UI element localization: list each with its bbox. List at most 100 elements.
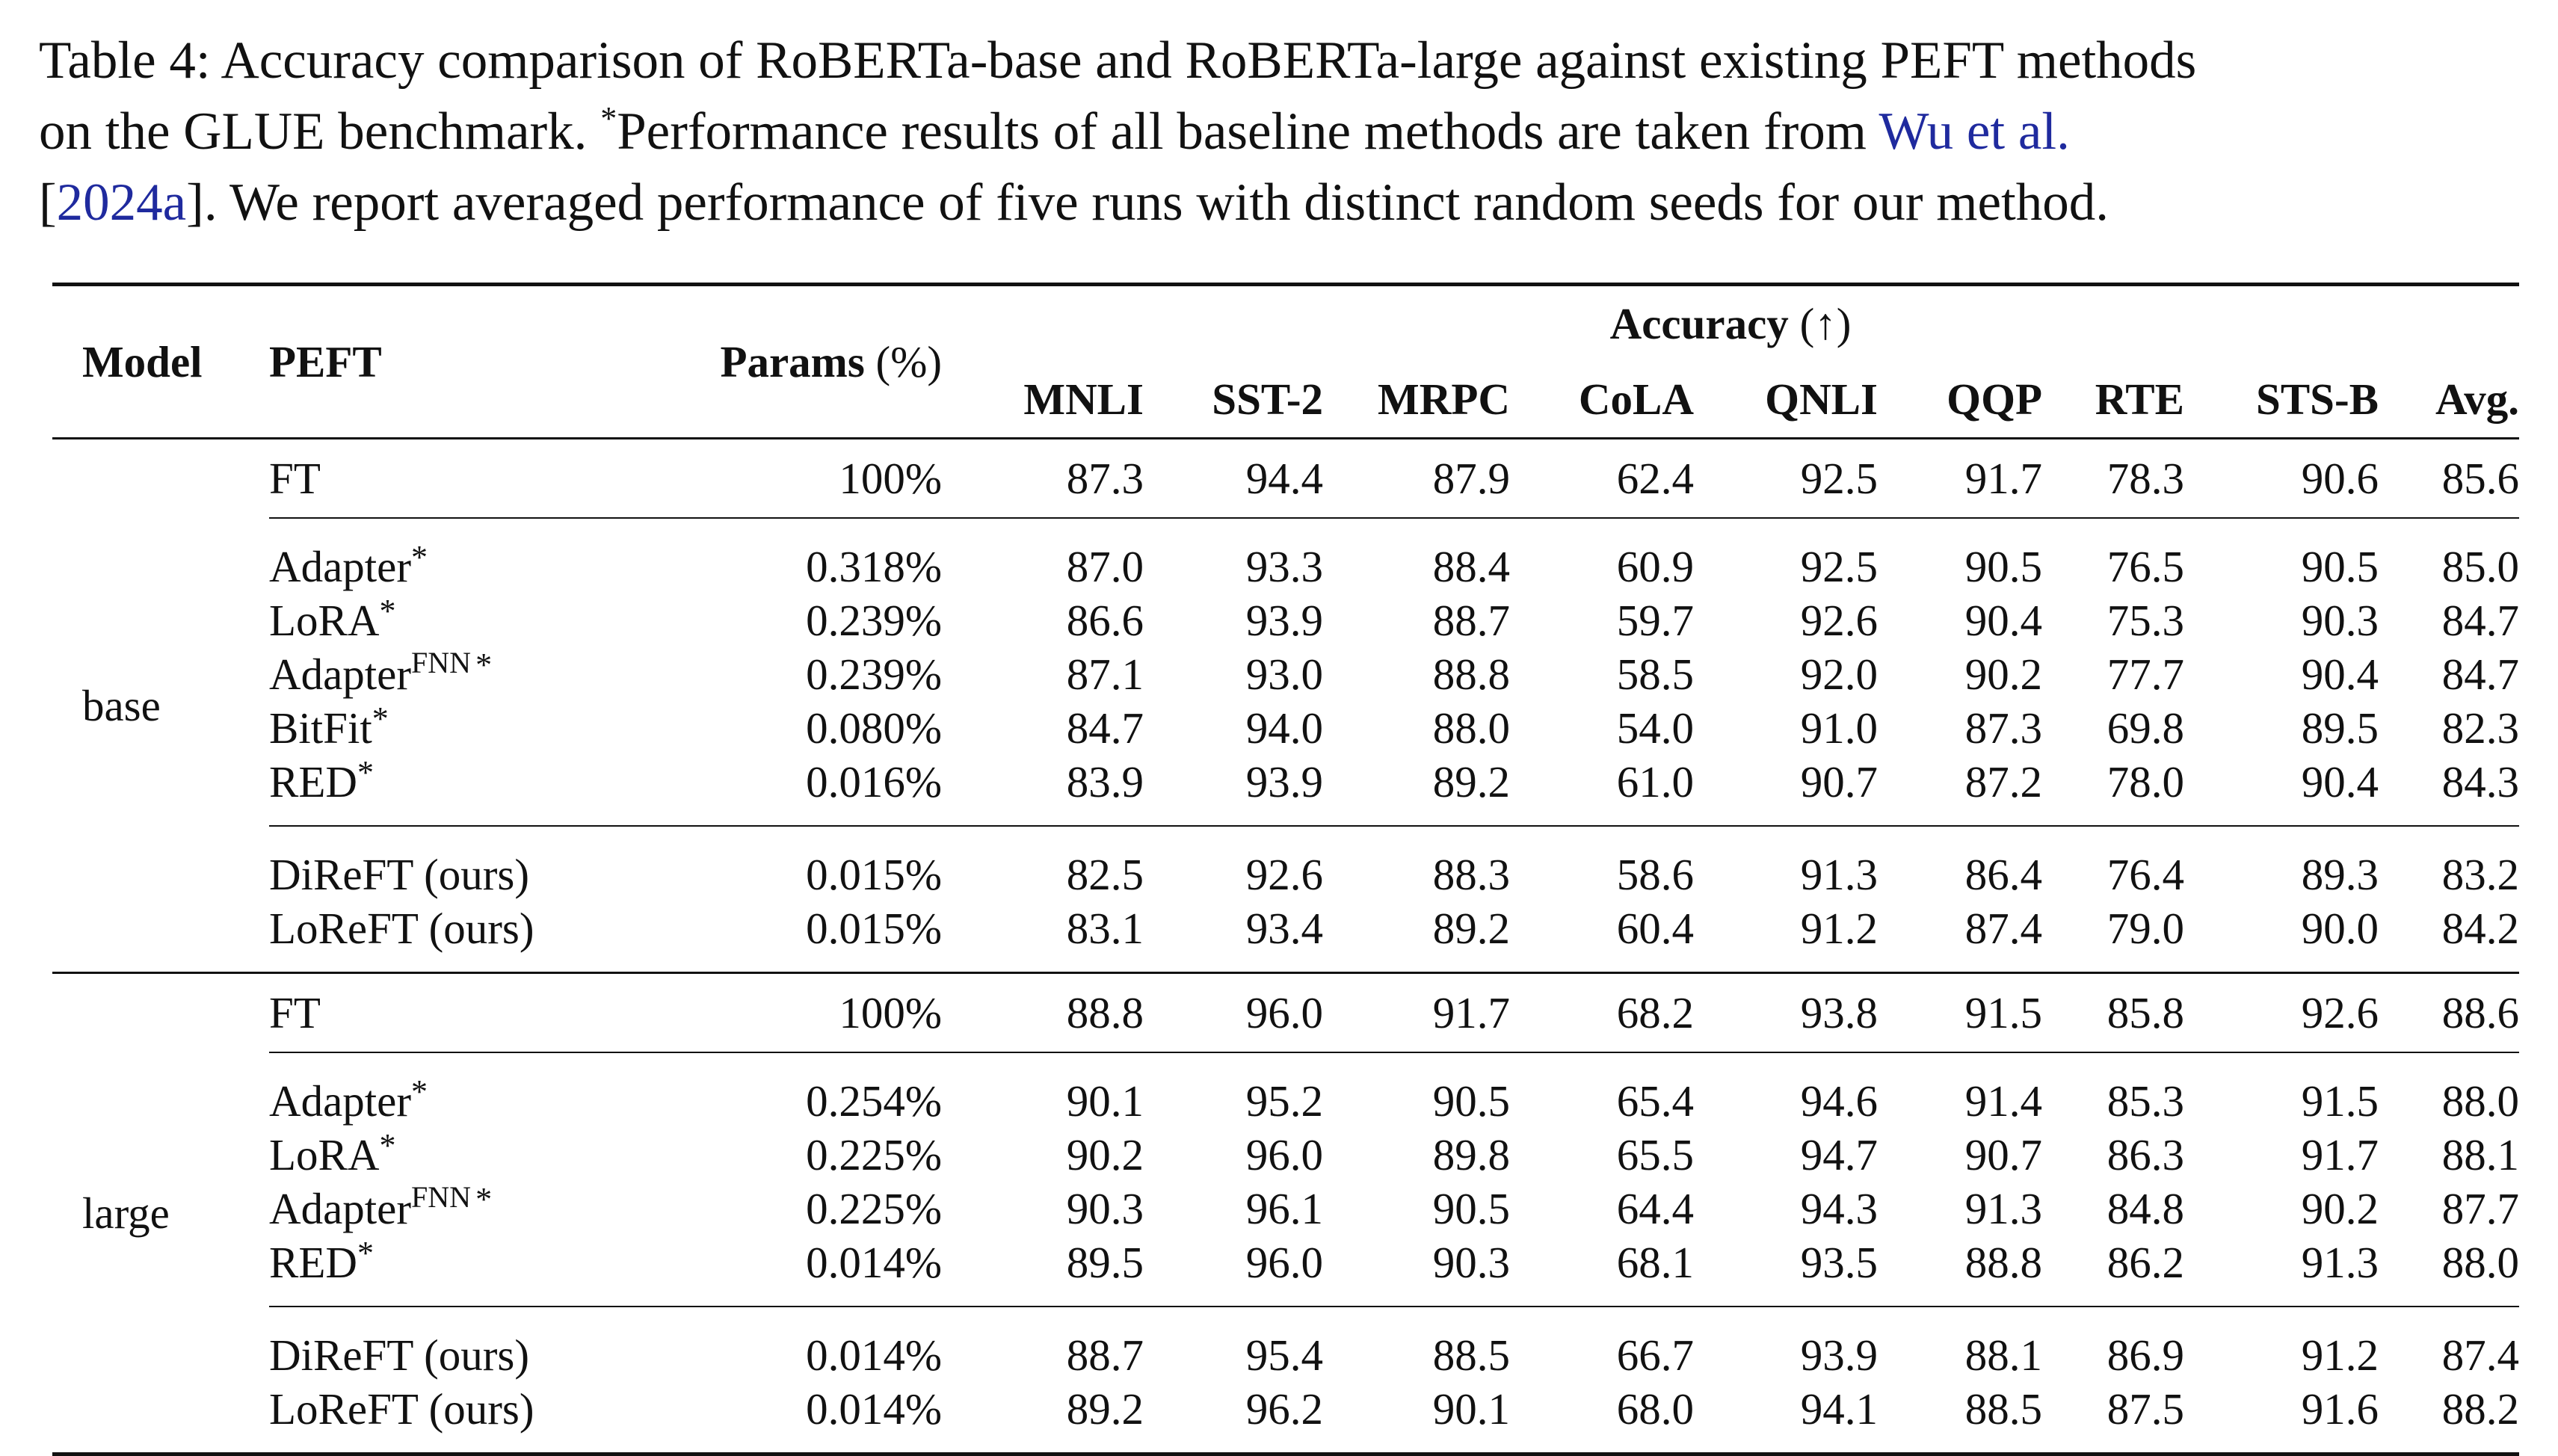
score-cell: 88.0 [2379,1052,2519,1128]
score-cell: 90.5 [1323,1052,1510,1128]
score-cell: 93.5 [1800,1238,1878,1287]
score-cell: 84.7 [1066,703,1144,753]
score-cell: 89.3 [2184,825,2379,901]
score-cell: 88.0 [2441,1238,2519,1287]
score-cell: 88.0 [1432,703,1510,753]
score-cell: 76.5 [2042,517,2184,593]
score-cell: 85.6 [2379,437,2519,518]
score-cell: 66.7 [1510,1306,1694,1382]
score-cell: 90.0 [2301,904,2379,953]
score-cell: 93.9 [1694,1306,1878,1382]
header-col-rte: RTE [2042,361,2184,439]
table-row: LoRA* 0.225% 90.2 96.0 89.8 65.5 94.7 90.7 86.3 9… [52,1128,2519,1182]
score-cell: 94.1 [1694,1382,1878,1456]
method-label: Adapter [269,1076,412,1126]
header-col-qqp: QQP [1878,361,2042,439]
score-cell: 86.3 [2107,1130,2184,1179]
score-cell: 64.4 [1616,1184,1694,1233]
model-label: large [52,972,269,1456]
score-cell: 84.3 [2441,757,2519,806]
score-cell: 87.4 [1964,904,2042,953]
score-cell: 79.0 [2107,904,2184,953]
method-label: Adapter [269,650,412,699]
score-cell: 84.8 [2107,1184,2184,1233]
score-cell: 58.6 [1510,825,1694,901]
table-row: LoRA* 0.239% 86.6 93.9 88.7 59.7 92.6 90.4 75.3 9… [52,593,2519,647]
score-cell: 88.1 [1878,1306,2042,1382]
score-cell: 90.4 [2301,650,2379,699]
score-cell: 75.3 [2107,596,2184,645]
method-label: LoRA [269,596,380,645]
score-cell: 68.0 [1510,1382,1694,1456]
method-name: Adapter* [269,1052,620,1128]
method-asterisk: * [475,1181,493,1218]
method-label: FT [269,988,321,1037]
score-cell: 88.5 [1878,1382,2042,1456]
score-cell: 90.2 [2301,1184,2379,1233]
score-cell: 93.0 [1245,650,1323,699]
table-row: large FT 100% 88.8 96.0 91.7 68.2 93.8 91.5 85.8 9… [52,972,2519,1456]
model-label: base [52,437,269,973]
score-cell: 95.2 [1144,1052,1323,1128]
score-cell: 58.5 [1616,650,1694,699]
score-cell: 88.2 [2379,1382,2519,1456]
header-row-1: Model PEFT Params (%) Accuracy (↑) [52,283,2519,439]
score-cell: 90.3 [2301,596,2379,645]
score-cell: 90.5 [2184,517,2379,593]
params-cell: 0.239% [806,596,942,645]
caption-line-2: on the GLUE benchmark. *Performance resu… [39,96,2536,167]
score-cell: 85.0 [2379,517,2519,593]
score-cell: 83.1 [1066,904,1144,953]
score-cell: 87.2 [1964,757,2042,806]
table-row: LoReFT (ours) 0.015% 83.1 93.4 89.2 60.4 91.2 8… [52,901,2519,973]
score-cell: 94.6 [1694,1052,1878,1128]
method-name: BitFit* [269,701,620,755]
table-row: LoReFT (ours) 0.014% 89.2 96.2 90.1 68.0 94.1 8… [52,1382,2519,1456]
score-cell: 60.9 [1510,517,1694,593]
table-row: base FT 100% 87.3 94.4 87.9 62.4 92.5 91.7 78.3 90… [52,437,2519,973]
method-label: LoRA [269,1130,380,1179]
params-cell: 0.014% [806,1238,942,1287]
score-cell: 68.2 [1510,972,1694,1052]
method-label: RED [269,1238,357,1287]
method-name: AdapterFNN * [269,1182,620,1236]
citation-link-year[interactable]: 2024a [56,173,187,232]
method-name: Adapter* [269,517,620,593]
score-cell: 77.7 [2107,650,2184,699]
score-cell: 82.3 [2441,703,2519,753]
score-cell: 85.3 [2042,1052,2184,1128]
score-cell: 91.0 [1800,703,1878,753]
score-cell: 88.8 [1432,650,1510,699]
header-col-stsb: STS-B [2184,361,2379,439]
method-label: DiReFT (ours) [269,850,529,899]
table-row: RED* 0.014% 89.5 96.0 90.3 68.1 93.5 88.8 86.2 91… [52,1236,2519,1307]
params-cell: 0.015% [806,904,942,953]
method-superscript: * [411,539,428,576]
method-name: AdapterFNN * [269,647,620,701]
score-cell: 90.7 [1800,757,1878,806]
score-cell: 91.7 [1323,972,1510,1052]
score-cell: 90.5 [1878,517,2042,593]
caption-asterisk: * [600,100,617,137]
citation-link-author[interactable]: Wu et al. [1879,102,2070,161]
method-name: RED* [269,755,620,826]
score-cell: 92.0 [1800,650,1878,699]
params-cell: 0.225% [806,1184,942,1233]
table-row: DiReFT (ours) 0.014% 88.7 95.4 88.5 66.7 93.9 8… [52,1306,2519,1382]
score-cell: 94.3 [1800,1184,1878,1233]
score-cell: 90.6 [2184,437,2379,518]
results-table: Model PEFT Params (%) Accuracy (↑) MNLI … [52,283,2519,1456]
score-cell: 90.3 [1432,1238,1510,1287]
method-name: FT [269,972,620,1052]
score-cell: 96.2 [1144,1382,1323,1456]
score-cell: 87.9 [1323,437,1510,518]
score-cell: 88.7 [942,1306,1144,1382]
method-name: RED* [269,1236,620,1307]
method-label: LoReFT (ours) [269,904,534,953]
params-cell: 0.014% [620,1306,942,1382]
score-cell: 87.4 [2379,1306,2519,1382]
score-cell: 90.2 [1066,1130,1144,1179]
method-superscript: * [411,1073,428,1110]
score-cell: 86.9 [2042,1306,2184,1382]
method-name: LoRA* [269,593,620,647]
